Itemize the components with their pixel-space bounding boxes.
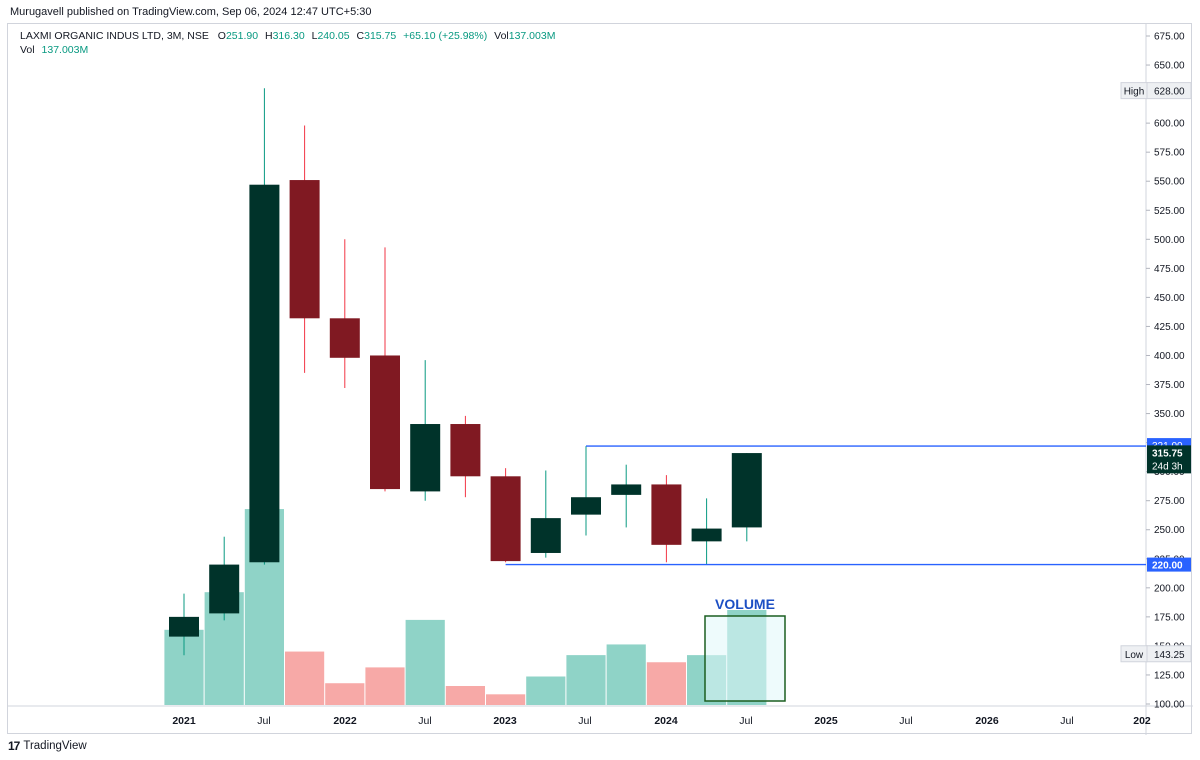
low-label: L <box>311 30 318 42</box>
volume-bar[interactable] <box>365 667 405 705</box>
low-value: 240.05 <box>317 30 350 42</box>
axes: 100.00125.00150.00175.00200.00225.00250.… <box>172 32 1192 727</box>
current-price-box <box>1147 445 1191 474</box>
open-value: 251.90 <box>225 30 259 42</box>
volume-bar[interactable] <box>486 694 526 705</box>
price-tick-label: 575.00 <box>1154 148 1185 159</box>
volume-annotation-text: VOLUME <box>715 596 775 612</box>
tradingview-logo-text: TradingView <box>23 740 87 752</box>
candle-body[interactable] <box>370 355 400 490</box>
price-tick-label: 200.00 <box>1154 583 1185 594</box>
overlays: VOLUME <box>505 445 1146 702</box>
candles <box>169 88 762 656</box>
time-tick-label: Jul <box>899 715 912 727</box>
time-tick-label: Jul <box>418 715 431 727</box>
candle-body[interactable] <box>289 180 320 319</box>
price-tick-label: 400.00 <box>1154 351 1185 362</box>
price-tick-label: 500.00 <box>1154 235 1185 246</box>
candle-body[interactable] <box>490 476 521 562</box>
volume-bar[interactable] <box>285 651 325 705</box>
time-tick-label: Jul <box>1060 715 1073 727</box>
close-value: 315.75 <box>364 30 397 42</box>
tradingview-logo[interactable]: 17 TradingView <box>8 739 87 753</box>
volume-highlight-box[interactable] <box>704 615 786 702</box>
time-tick-label: 2023 <box>493 715 517 727</box>
time-tick-label: 202 <box>1133 715 1151 727</box>
high-value: 628.00 <box>1154 87 1185 98</box>
open-label: O <box>217 30 226 42</box>
tradingview-logo-icon: 17 <box>8 739 20 753</box>
price-tick-label: 100.00 <box>1154 700 1185 711</box>
price-tick-label: 650.00 <box>1154 61 1185 72</box>
price-tick-label: 125.00 <box>1154 670 1185 681</box>
candle-body[interactable] <box>410 424 441 492</box>
change-value: +65.10 (+25.98%) <box>403 30 488 42</box>
price-tick-label: 450.00 <box>1154 293 1185 304</box>
price-tick-label: 175.00 <box>1154 612 1185 623</box>
volume-row-label: Vol <box>20 44 35 56</box>
volume-bar[interactable] <box>606 644 646 705</box>
vol-label: Vol <box>494 30 509 42</box>
volume-bar[interactable] <box>405 619 445 705</box>
high-label: H <box>264 30 273 42</box>
time-tick-label: 2025 <box>814 715 838 727</box>
volume-bar[interactable] <box>445 686 485 705</box>
support-price-label: 220.00 <box>1152 561 1183 572</box>
publish-caption: Murugavell published on TradingView.com,… <box>10 6 372 18</box>
volume-bar[interactable] <box>646 662 686 705</box>
vol-value: 137.003M <box>508 30 556 42</box>
candle-body[interactable] <box>571 497 601 515</box>
price-tick-label: 350.00 <box>1154 409 1185 420</box>
price-tick-label: 375.00 <box>1154 380 1185 391</box>
high-value: 316.30 <box>272 30 305 42</box>
time-tick-label: 2021 <box>172 715 196 727</box>
symbol-legend[interactable]: LAXMI ORGANIC INDUS LTD, 3M, NSE O251.90… <box>20 30 555 42</box>
candle-body[interactable] <box>731 453 762 528</box>
close-label: C <box>356 30 365 42</box>
price-tick-label: 675.00 <box>1154 32 1185 43</box>
high-label: High <box>1124 87 1145 98</box>
time-tick-label: 2024 <box>654 715 678 727</box>
chart-frame[interactable]: VOLUME 100.00125.00150.00175.00200.00225… <box>7 23 1193 735</box>
support-price-box <box>1147 557 1191 572</box>
candle-body[interactable] <box>249 184 280 563</box>
volume-bar[interactable] <box>325 683 365 705</box>
candle-body[interactable] <box>169 616 199 637</box>
price-tick-label: 250.00 <box>1154 525 1185 536</box>
candle-body[interactable] <box>611 484 642 495</box>
candle-body[interactable] <box>450 424 481 477</box>
time-tick-label: Jul <box>739 715 752 727</box>
price-tick-label: 600.00 <box>1154 119 1185 130</box>
price-tick-label: 550.00 <box>1154 177 1185 188</box>
volume-legend[interactable]: Vol 137.003M <box>20 44 88 56</box>
candle-body[interactable] <box>691 528 722 542</box>
low-label: Low <box>1125 650 1144 661</box>
price-tick-label: 525.00 <box>1154 206 1185 217</box>
bar-countdown-label: 24d 3h <box>1152 461 1183 472</box>
volume-row-value: 137.003M <box>41 44 89 56</box>
time-tick-label: 2022 <box>333 715 357 727</box>
low-value: 143.25 <box>1154 650 1185 661</box>
high-value-box <box>1146 82 1192 100</box>
price-tick-label: 425.00 <box>1154 322 1185 333</box>
candle-body[interactable] <box>209 564 240 614</box>
low-value-box <box>1146 645 1192 663</box>
time-tick-label: Jul <box>578 715 591 727</box>
symbol-name[interactable]: LAXMI ORGANIC INDUS LTD, 3M, NSE <box>20 30 209 42</box>
candle-body[interactable] <box>651 484 682 545</box>
price-tick-label: 475.00 <box>1154 264 1185 275</box>
current-price-label: 315.75 <box>1152 448 1183 459</box>
candle-body[interactable] <box>329 318 360 358</box>
time-tick-label: Jul <box>257 715 270 727</box>
candlestick-chart[interactable]: VOLUME 100.00125.00150.00175.00200.00225… <box>8 24 1193 735</box>
candle-body[interactable] <box>530 518 561 553</box>
volume-bar[interactable] <box>526 676 566 706</box>
volume-bar[interactable] <box>566 655 606 705</box>
time-tick-label: 2026 <box>975 715 999 727</box>
price-tick-label: 275.00 <box>1154 496 1185 507</box>
